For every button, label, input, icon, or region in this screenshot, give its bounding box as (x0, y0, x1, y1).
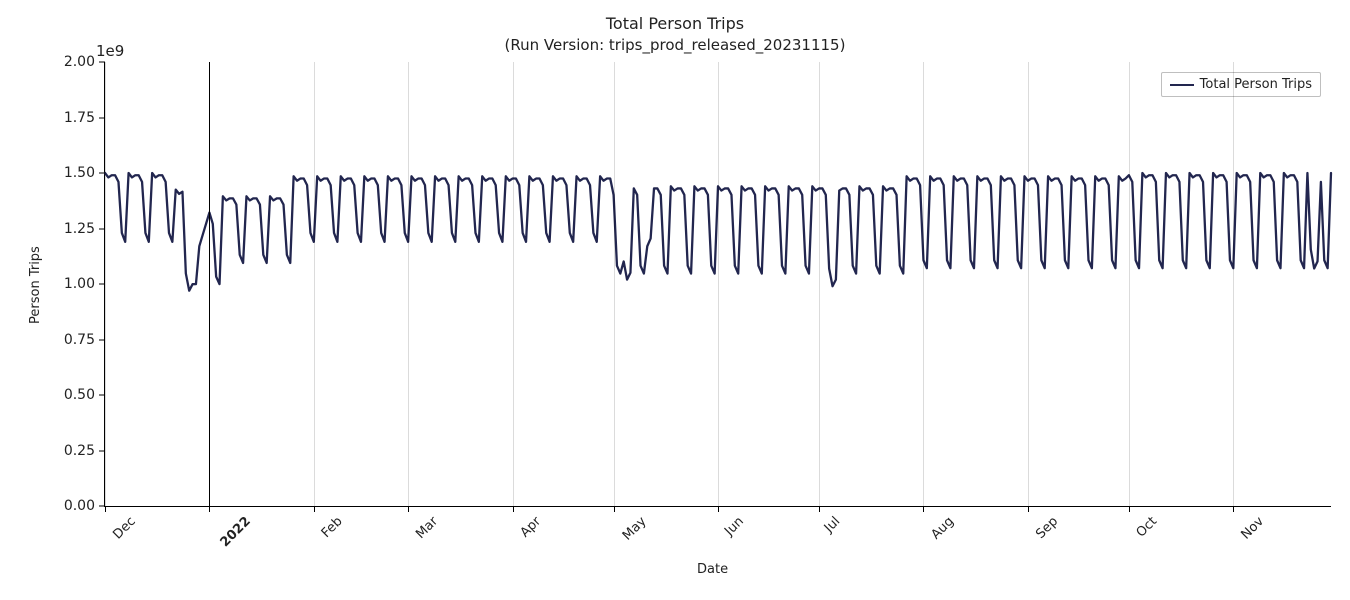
grid-line (923, 62, 924, 506)
y-tick-label: 2.00 (64, 54, 95, 70)
x-tick-mark (718, 506, 719, 512)
grid-line (408, 62, 409, 506)
x-tick-label: Sep (1033, 514, 1061, 542)
x-tick-mark (1233, 506, 1234, 512)
legend-label: Total Person Trips (1200, 77, 1312, 92)
grid-line (1028, 62, 1029, 506)
grid-line (1129, 62, 1130, 506)
y-tick-label: 0.50 (64, 387, 95, 403)
x-axis-label: Date (697, 562, 728, 577)
x-tick-label: Nov (1239, 514, 1268, 543)
x-tick-label: Jun (722, 514, 747, 539)
x-tick-label: Jul (822, 514, 844, 536)
y-tick-label: 1.25 (64, 221, 95, 237)
x-tick-mark (819, 506, 820, 512)
grid-line (819, 62, 820, 506)
x-tick-mark (513, 506, 514, 512)
x-tick-label: Dec (110, 514, 138, 542)
x-tick-label: Apr (517, 514, 544, 541)
year-marker-line (209, 62, 210, 506)
x-tick-label: Mar (413, 514, 441, 542)
grid-line (314, 62, 315, 506)
x-tick-label: 2022 (218, 514, 254, 550)
y-tick-label: 0.75 (64, 332, 95, 348)
grid-line (614, 62, 615, 506)
grid-line (718, 62, 719, 506)
x-tick-mark (614, 506, 615, 512)
x-tick-label: Oct (1133, 514, 1160, 541)
chart-title: Total Person Trips (0, 14, 1350, 33)
chart-subtitle: (Run Version: trips_prod_released_202311… (0, 36, 1350, 54)
x-tick-mark (408, 506, 409, 512)
grid-line (1233, 62, 1234, 506)
x-tick-mark (923, 506, 924, 512)
legend-swatch (1170, 84, 1194, 86)
x-tick-mark (1129, 506, 1130, 512)
x-tick-label: May (619, 514, 649, 544)
y-tick-label: 0.25 (64, 443, 95, 459)
y-axis-label: Person Trips (28, 246, 43, 324)
x-tick-mark (209, 506, 210, 512)
legend: Total Person Trips (1161, 72, 1321, 97)
x-tick-label: Feb (319, 514, 346, 541)
y-tick-label: 1.50 (64, 165, 95, 181)
x-tick-mark (314, 506, 315, 512)
y-tick-label: 0.00 (64, 498, 95, 514)
plot-area: Total Person Trips 0.000.250.500.751.001… (104, 62, 1331, 507)
x-tick-mark (105, 506, 106, 512)
x-tick-mark (1028, 506, 1029, 512)
x-tick-label: Aug (929, 514, 958, 543)
y-exponent-label: 1e9 (96, 42, 124, 60)
y-tick-label: 1.75 (64, 110, 95, 126)
y-tick-label: 1.00 (64, 276, 95, 292)
grid-line (105, 62, 106, 506)
grid-line (513, 62, 514, 506)
figure: Total Person Trips (Run Version: trips_p… (0, 0, 1350, 600)
